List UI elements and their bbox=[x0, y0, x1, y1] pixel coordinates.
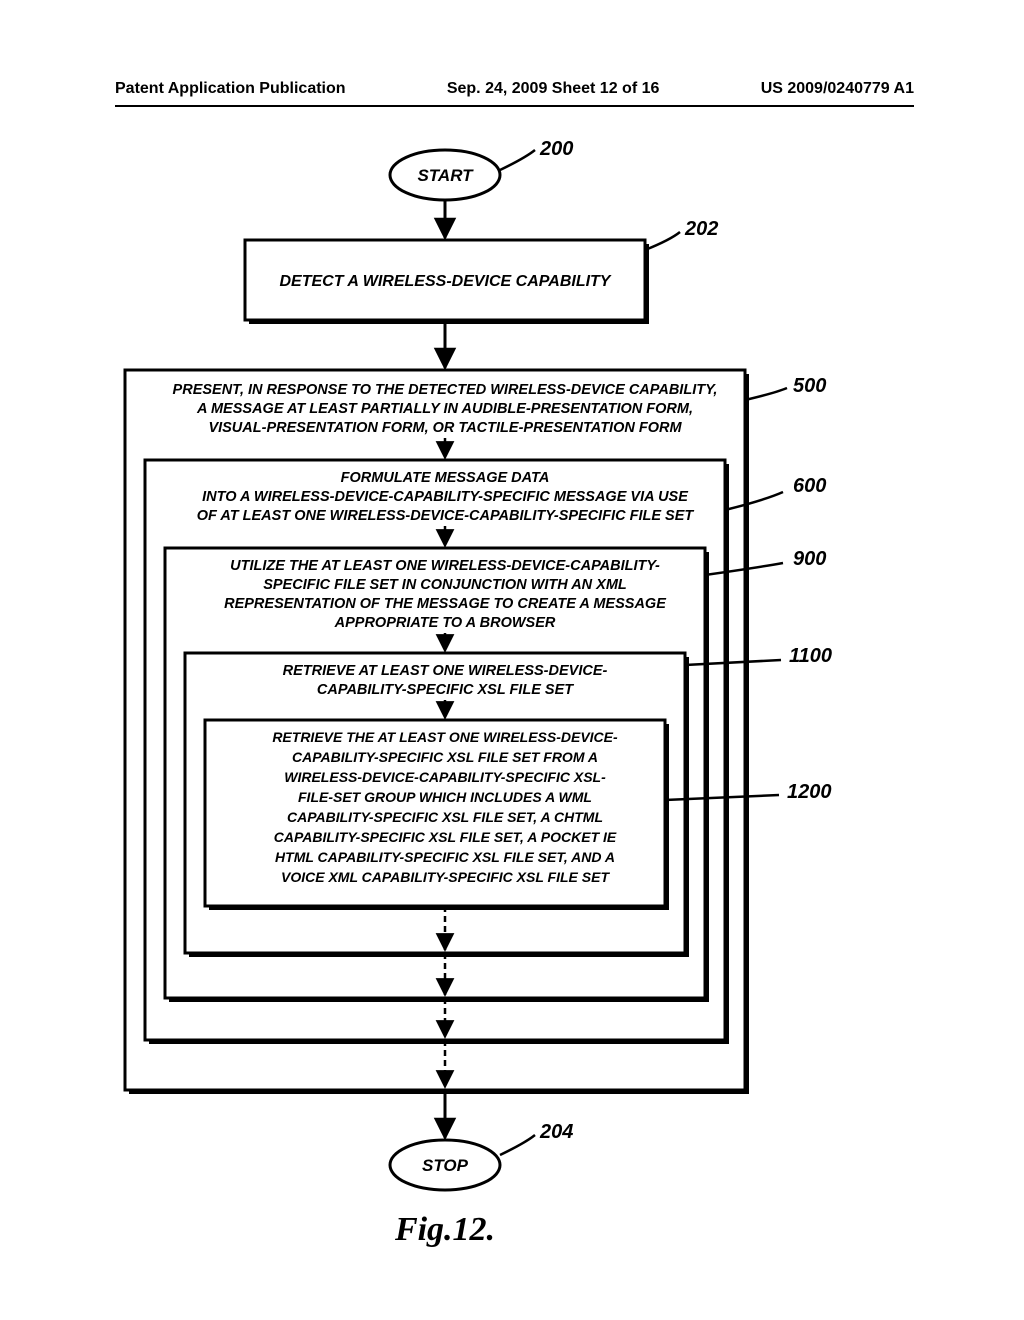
header-right: US 2009/0240779 A1 bbox=[761, 80, 914, 98]
svg-text:VOICE XML CAPABILITY-SPECIFIC: VOICE XML CAPABILITY-SPECIFIC XSL FILE S… bbox=[281, 869, 610, 885]
start-node: START 200 bbox=[390, 140, 573, 200]
svg-text:500: 500 bbox=[793, 375, 826, 397]
svg-text:200: 200 bbox=[539, 140, 573, 160]
header-center: Sep. 24, 2009 Sheet 12 of 16 bbox=[447, 80, 660, 98]
figure-caption: Fig.12. bbox=[394, 1211, 495, 1248]
box-202: DETECT A WIRELESS-DEVICE CAPABILITY 202 bbox=[245, 218, 718, 324]
svg-text:APPROPRIATE TO A BROWSER: APPROPRIATE TO A BROWSER bbox=[334, 615, 556, 631]
svg-text:PRESENT, IN RESPONSE TO THE DE: PRESENT, IN RESPONSE TO THE DETECTED WIR… bbox=[173, 382, 718, 398]
svg-text:FILE-SET GROUP WHICH INCLUDES: FILE-SET GROUP WHICH INCLUDES A WML bbox=[298, 789, 592, 805]
svg-text:1100: 1100 bbox=[789, 645, 832, 667]
svg-text:OF AT LEAST ONE WIRELESS-DEVIC: OF AT LEAST ONE WIRELESS-DEVICE-CAPABILI… bbox=[197, 508, 695, 524]
svg-text:HTML CAPABILITY-SPECIFIC XSL F: HTML CAPABILITY-SPECIFIC XSL FILE SET, A… bbox=[275, 849, 615, 865]
svg-text:FORMULATE MESSAGE DATA: FORMULATE MESSAGE DATA bbox=[341, 470, 550, 486]
svg-text:600: 600 bbox=[793, 475, 826, 497]
svg-text:CAPABILITY-SPECIFIC XSL FILE S: CAPABILITY-SPECIFIC XSL FILE SET FROM A bbox=[292, 749, 598, 765]
svg-text:CAPABILITY-SPECIFIC XSL FILE S: CAPABILITY-SPECIFIC XSL FILE SET bbox=[317, 682, 574, 698]
svg-text:204: 204 bbox=[539, 1121, 573, 1143]
svg-text:900: 900 bbox=[793, 548, 826, 570]
svg-text:RETRIEVE THE AT LEAST ONE WIRE: RETRIEVE THE AT LEAST ONE WIRELESS-DEVIC… bbox=[272, 729, 618, 745]
svg-text:INTO A WIRELESS-DEVICE-CAPABIL: INTO A WIRELESS-DEVICE-CAPABILITY-SPECIF… bbox=[202, 489, 689, 505]
svg-text:DETECT A WIRELESS-DEVICE CAPAB: DETECT A WIRELESS-DEVICE CAPABILITY bbox=[280, 273, 612, 290]
page-header: Patent Application Publication Sep. 24, … bbox=[115, 80, 914, 98]
header-left: Patent Application Publication bbox=[115, 80, 346, 98]
svg-text:A MESSAGE AT LEAST PARTIALLY I: A MESSAGE AT LEAST PARTIALLY IN AUDIBLE-… bbox=[196, 401, 693, 417]
svg-text:START: START bbox=[417, 166, 474, 185]
svg-text:202: 202 bbox=[684, 218, 718, 240]
svg-text:WIRELESS-DEVICE-CAPABILITY-SPE: WIRELESS-DEVICE-CAPABILITY-SPECIFIC XSL- bbox=[284, 769, 606, 785]
svg-text:VISUAL-PRESENTATION FORM, OR T: VISUAL-PRESENTATION FORM, OR TACTILE-PRE… bbox=[208, 420, 682, 436]
stop-node: STOP 204 bbox=[390, 1121, 573, 1190]
svg-text:REPRESENTATION OF THE MESSAGE: REPRESENTATION OF THE MESSAGE TO CREATE … bbox=[224, 596, 667, 612]
svg-text:1200: 1200 bbox=[787, 781, 832, 803]
svg-text:UTILIZE THE AT LEAST ONE WIREL: UTILIZE THE AT LEAST ONE WIRELESS-DEVICE… bbox=[230, 558, 660, 574]
svg-text:RETRIEVE AT LEAST ONE WIRELESS: RETRIEVE AT LEAST ONE WIRELESS-DEVICE- bbox=[283, 663, 608, 679]
svg-text:CAPABILITY-SPECIFIC XSL FILE S: CAPABILITY-SPECIFIC XSL FILE SET, A POCK… bbox=[274, 829, 617, 845]
header-rule bbox=[115, 105, 914, 107]
svg-text:CAPABILITY-SPECIFIC XSL FILE S: CAPABILITY-SPECIFIC XSL FILE SET, A CHTM… bbox=[287, 809, 603, 825]
svg-text:SPECIFIC FILE SET IN CONJUNCTI: SPECIFIC FILE SET IN CONJUNCTION WITH AN… bbox=[263, 577, 627, 593]
svg-text:STOP: STOP bbox=[422, 1156, 469, 1175]
flowchart: START 200 DETECT A WIRELESS-DEVICE CAPAB… bbox=[115, 140, 914, 1270]
